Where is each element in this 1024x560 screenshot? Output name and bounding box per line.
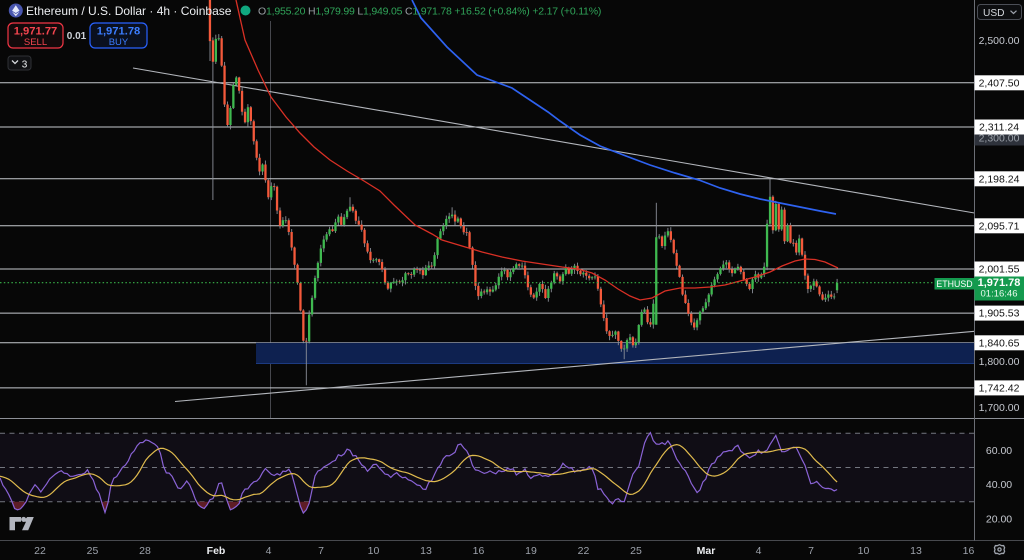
svg-text:BUY: BUY xyxy=(109,37,129,48)
svg-text:4: 4 xyxy=(756,545,762,557)
svg-text:O1,955.20 H1,979.99 L1,949.05: O1,955.20 H1,979.99 L1,949.05 C1,971.78 … xyxy=(258,5,601,17)
svg-text:2,300.00: 2,300.00 xyxy=(979,133,1020,145)
svg-text:Ethereum / U.S. Dollar · 4h ·: Ethereum / U.S. Dollar · 4h · Coinbase xyxy=(26,4,232,18)
svg-text:2,311.24: 2,311.24 xyxy=(979,122,1019,134)
svg-text:40.00: 40.00 xyxy=(986,479,1012,491)
svg-text:01:16:46: 01:16:46 xyxy=(981,289,1018,300)
svg-text:16: 16 xyxy=(473,545,485,557)
svg-text:22: 22 xyxy=(578,545,590,557)
svg-text:1,971.77: 1,971.77 xyxy=(14,26,58,38)
svg-text:10: 10 xyxy=(858,545,870,557)
svg-text:1,971.78: 1,971.78 xyxy=(978,277,1021,289)
svg-text:2,500.00: 2,500.00 xyxy=(979,35,1020,47)
svg-text:13: 13 xyxy=(420,545,432,557)
svg-text:7: 7 xyxy=(808,545,814,557)
svg-text:1,742.42: 1,742.42 xyxy=(979,383,1020,395)
svg-text:USD: USD xyxy=(983,8,1005,19)
svg-text:25: 25 xyxy=(87,545,99,557)
svg-text:2,095.71: 2,095.71 xyxy=(979,220,1020,232)
svg-text:7: 7 xyxy=(318,545,324,557)
svg-text:1,700.00: 1,700.00 xyxy=(979,402,1020,414)
svg-text:16: 16 xyxy=(963,545,975,557)
svg-text:Feb: Feb xyxy=(207,545,226,557)
svg-text:3: 3 xyxy=(22,60,28,71)
svg-text:Mar: Mar xyxy=(697,545,716,557)
svg-text:4: 4 xyxy=(266,545,272,557)
svg-text:1,905.53: 1,905.53 xyxy=(979,308,1020,320)
svg-text:19: 19 xyxy=(525,545,537,557)
svg-text:2,198.24: 2,198.24 xyxy=(979,173,1020,185)
svg-text:ETHUSD: ETHUSD xyxy=(936,279,972,289)
svg-text:60.00: 60.00 xyxy=(986,445,1012,457)
svg-text:13: 13 xyxy=(910,545,922,557)
svg-text:2,001.55: 2,001.55 xyxy=(979,264,1020,276)
svg-text:22: 22 xyxy=(34,545,46,557)
svg-text:10: 10 xyxy=(368,545,380,557)
svg-text:20.00: 20.00 xyxy=(986,513,1012,525)
svg-text:1,800.00: 1,800.00 xyxy=(979,356,1020,368)
svg-text:1,971.78: 1,971.78 xyxy=(97,26,141,38)
svg-text:25: 25 xyxy=(630,545,642,557)
svg-text:28: 28 xyxy=(139,545,151,557)
svg-text:SELL: SELL xyxy=(24,37,47,48)
svg-text:2,407.50: 2,407.50 xyxy=(979,77,1020,89)
svg-text:0.01: 0.01 xyxy=(67,31,87,42)
svg-text:1,840.65: 1,840.65 xyxy=(979,337,1020,349)
